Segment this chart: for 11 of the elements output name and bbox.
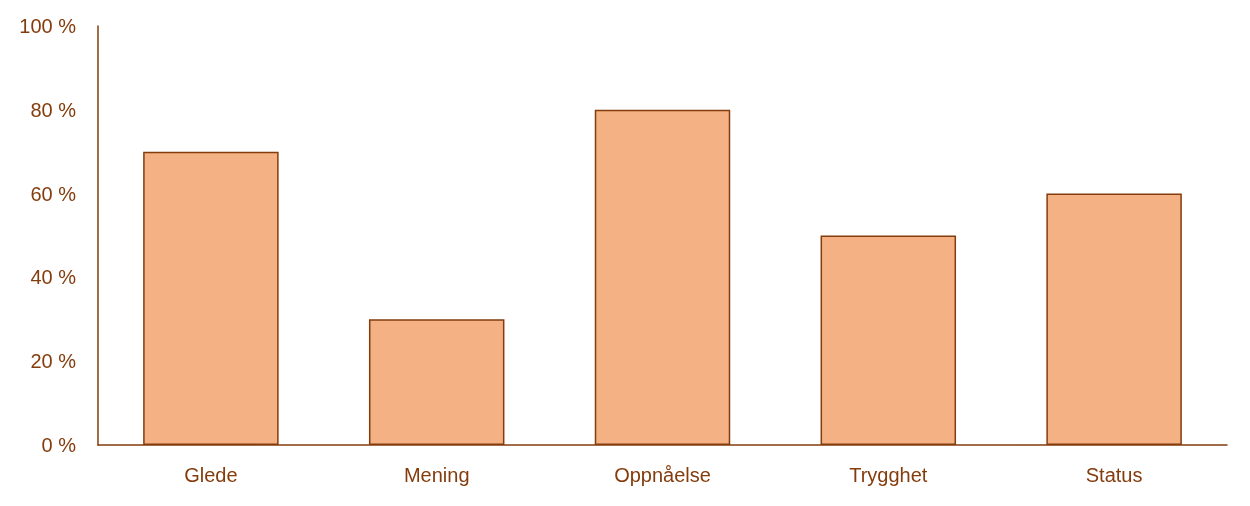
x-tick-label: Glede <box>184 464 238 486</box>
y-tick-label: 0 % <box>41 434 77 456</box>
x-tick-label: Oppnåelse <box>614 464 711 486</box>
x-tick-label: Trygghet <box>849 464 928 486</box>
y-tick-label: 100 % <box>19 15 77 37</box>
y-tick-label: 20 % <box>30 350 77 373</box>
y-tick-label: 80 % <box>30 98 77 121</box>
y-tick-label: 60 % <box>30 182 77 205</box>
x-tick-label: Mening <box>403 464 470 486</box>
y-tick-label: 40 % <box>30 266 77 289</box>
x-tick-label: Status <box>1085 464 1143 486</box>
